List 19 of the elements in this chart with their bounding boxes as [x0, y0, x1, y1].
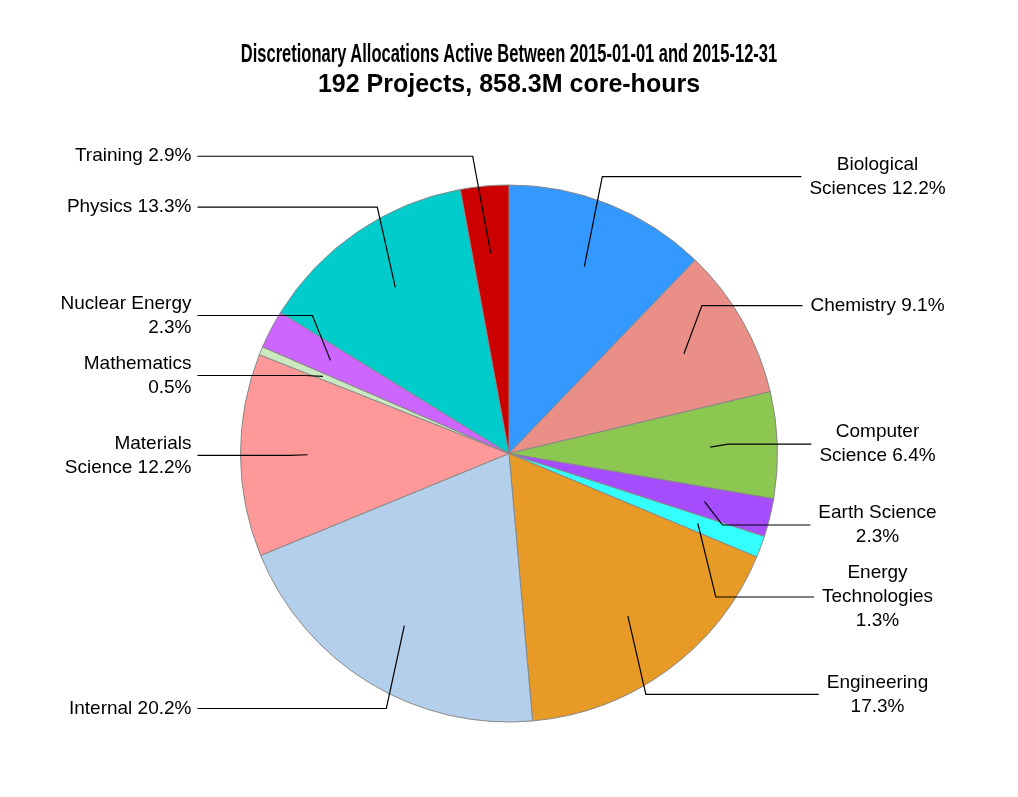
data-label: 2.3% — [148, 315, 192, 337]
slice-label: Mathematics — [83, 351, 192, 373]
slice-label: Physics 13.3% — [66, 195, 192, 217]
slice-label: Energy Technologies — [822, 561, 933, 607]
slice-label: Earth Science — [818, 501, 937, 523]
data-label: 17.3% — [850, 694, 905, 716]
slice-label: Materials Science 12.2% — [64, 431, 192, 477]
slice-label: Nuclear Energy — [60, 291, 192, 313]
slice-label: Training 2.9% — [74, 144, 192, 166]
chart-title: Discretionary Allocations Active Between 2015-01-01 and 2015-12-31 — [240, 39, 778, 68]
data-label: 2.3% — [855, 525, 900, 547]
slice-label: Internal 20.2% — [68, 696, 192, 718]
slice-label: Engineering — [826, 670, 929, 692]
data-label: 1.3% — [855, 609, 900, 631]
slice-label: Computer Science 6.4% — [819, 420, 936, 466]
chart-subtitle: 192 Projects, 858.3M core-hours — [317, 68, 701, 97]
slice-label: Biological Sciences 12.2% — [809, 152, 946, 198]
data-label: 0.5% — [148, 375, 192, 397]
slice-label: Chemistry 9.1% — [810, 293, 945, 315]
